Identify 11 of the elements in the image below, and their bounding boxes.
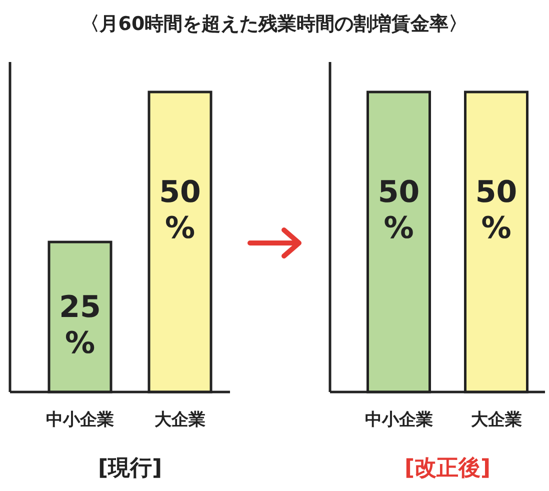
text: 〈月60時間を超えた残業時間の割増賃金率〉 [80,13,468,35]
x-tick-label: 大企業 [470,410,522,430]
data-label: 50% [378,175,420,246]
x-axis-title: [現行] [98,456,162,481]
x-axis-title: [改正後] [404,456,491,481]
data-label: 50% [159,175,201,246]
x-tick-label: 中小企業 [46,410,114,430]
data-label: 50% [475,175,518,246]
data-label: 25% [59,290,101,361]
x-tick-label: 大企業 [154,410,206,430]
x-tick-label: 中小企業 [364,410,433,430]
